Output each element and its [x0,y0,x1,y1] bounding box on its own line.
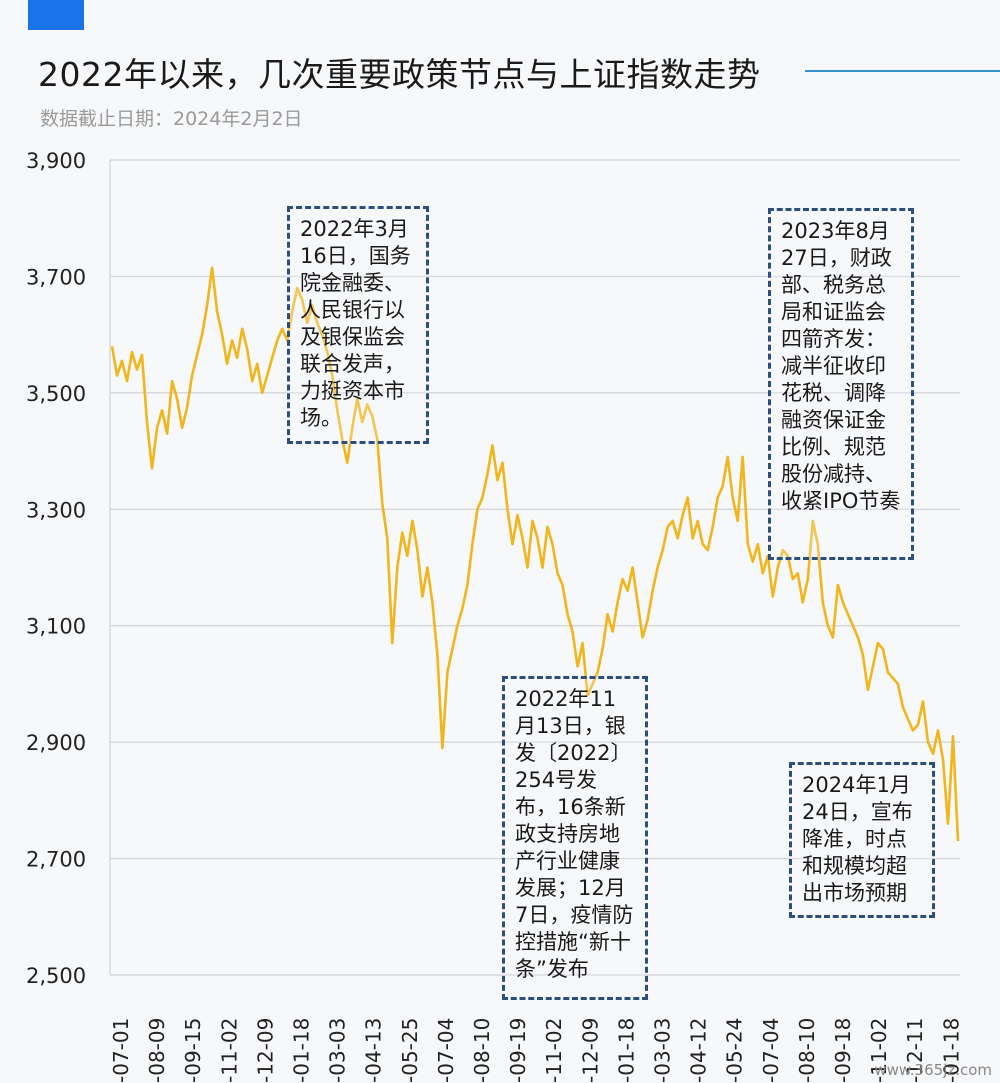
y-tick-label: 2,700 [26,848,86,872]
x-tick-label: -08-10 [470,1018,494,1083]
y-tick-label: 2,500 [26,964,86,988]
annotation-box-2022-11: 2022年11月13日，银发〔2022〕254号发布，16条新政支持房地产行业健… [502,676,648,1000]
x-axis-ticks: -07-01 -08-09 -09-15 -11-02 -12-09 -01-18 -03-… [109,1018,963,1083]
y-tick-label: 3,900 [26,149,86,173]
x-tick-label: -07-04 [434,1018,458,1083]
corner-accent-tag [28,0,84,30]
x-tick-label: -04-13 [362,1018,386,1083]
x-tick-label: -08-09 [145,1018,169,1083]
y-tick-label: 2,900 [26,731,86,755]
x-tick-label: -09-19 [506,1018,530,1083]
annotation-box-2022-03: 2022年3月16日，国务院金融委、人民银行以及银保监会联合发声，力挺资本市场。 [287,206,429,444]
x-tick-label: -11-02 [867,1018,891,1083]
x-tick-label: -01-18 [939,1018,963,1083]
x-tick-label: -09-15 [181,1018,205,1083]
x-tick-label: -01-18 [290,1018,314,1083]
x-tick-label: -11-02 [542,1018,566,1083]
annotation-text: 2022年11月13日，银发〔2022〕254号发布，16条新政支持房地产行业健… [515,687,634,981]
annotation-text: 2022年3月16日，国务院金融委、人民银行以及银保监会联合发声，力挺资本市场。 [300,217,411,430]
line-chart: 2,500 2,700 2,900 3,100 3,300 3,500 3,700 3,900… [26,149,963,1083]
chart-title: 2022年以来，几次重要政策节点与上证指数走势 [38,55,761,94]
x-tick-label: -12-09 [578,1018,602,1083]
x-tick-label: -08-10 [795,1018,819,1083]
annotation-box-2023-08: 2023年8月27日，财政部、税务总局和证监会四箭齐发：减半征收印花税、调降融资… [768,208,914,560]
x-tick-label: -04-12 [687,1018,711,1083]
x-tick-label: -05-25 [398,1018,422,1083]
y-tick-label: 3,500 [26,382,86,406]
annotation-text: 2023年8月27日，财政部、税务总局和证监会四箭齐发：减半征收印花税、调降融资… [781,219,901,513]
annotation-box-2024-01: 2024年1月24日，宣布降准，时点和规模均超出市场预期 [789,762,935,918]
x-tick-label: -05-24 [723,1018,747,1083]
series-layer [110,266,960,842]
x-tick-label: -12-09 [253,1018,277,1083]
chart-subtitle: 数据截止日期：2024年2月2日 [40,108,303,130]
x-tick-label: -11-02 [217,1018,241,1083]
x-tick-label: -07-01 [109,1018,133,1083]
x-tick-label: -09-18 [831,1018,855,1083]
annotation-text: 2024年1月24日，宣布降准，时点和规模均超出市场预期 [802,773,913,905]
series-line [110,266,960,842]
y-tick-label: 3,100 [26,615,86,639]
x-tick-label: -07-04 [759,1018,783,1083]
title-rule [805,70,1000,72]
x-tick-label: -12-11 [903,1018,927,1083]
y-tick-label: 3,700 [26,265,86,289]
x-tick-label: -03-03 [651,1018,675,1083]
watermark: www.365jz.com [874,1061,992,1079]
x-tick-label: -01-18 [614,1018,638,1083]
grid-lines [109,159,960,976]
x-tick-label: -03-03 [326,1018,350,1083]
y-tick-label: 3,300 [26,498,86,522]
y-axis-ticks: 2,500 2,700 2,900 3,100 3,300 3,500 3,700 3,900 [26,149,86,988]
